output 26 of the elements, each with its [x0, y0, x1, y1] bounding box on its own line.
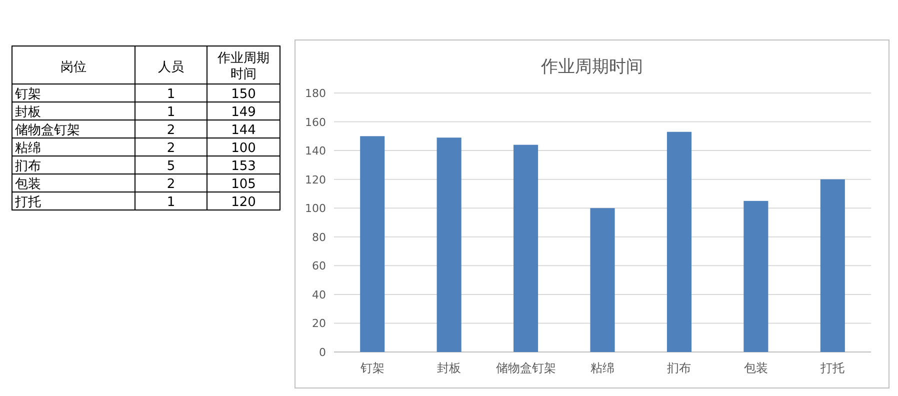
y-tick-label: 0 [319, 346, 326, 359]
y-tick-label: 80 [312, 230, 326, 244]
x-tick-label: 钉架 [359, 361, 384, 375]
y-tick-label: 160 [305, 116, 326, 129]
y-tick-label: 20 [312, 317, 326, 330]
bar [820, 179, 845, 352]
x-tick-label: 扪布 [667, 361, 692, 375]
x-tick-label: 包装 [744, 361, 768, 375]
y-tick-label: 120 [305, 173, 326, 186]
y-tick-label: 140 [305, 144, 326, 158]
bar [744, 200, 768, 352]
x-tick-label: 粘绵 [590, 361, 614, 375]
bar [436, 138, 462, 352]
table: 岗位 人员 作业周期 时间 钉架 1 150 封板 1 149 储物盒钉架 2 144 粘绵 2 100 扪布 5 153 包装 2 105 打托 1 120 [12, 46, 280, 210]
y-tick-label: 40 [312, 288, 326, 302]
y-tick-label: 60 [312, 260, 326, 273]
bar [666, 132, 692, 352]
y-tick-label: 100 [305, 202, 326, 216]
x-tick-label: 打托 [820, 361, 845, 375]
bar [590, 208, 615, 352]
bar [514, 144, 538, 352]
x-tick-label: 储物盒钉架 [496, 361, 556, 375]
chart-title: 作业周期时间 [540, 57, 643, 77]
y-tick-label: 180 [305, 87, 326, 100]
bar [360, 136, 385, 352]
x-tick-label: 封板 [437, 361, 462, 375]
